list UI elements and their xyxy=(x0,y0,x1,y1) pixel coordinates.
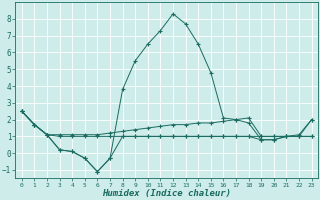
X-axis label: Humidex (Indice chaleur): Humidex (Indice chaleur) xyxy=(102,189,231,198)
